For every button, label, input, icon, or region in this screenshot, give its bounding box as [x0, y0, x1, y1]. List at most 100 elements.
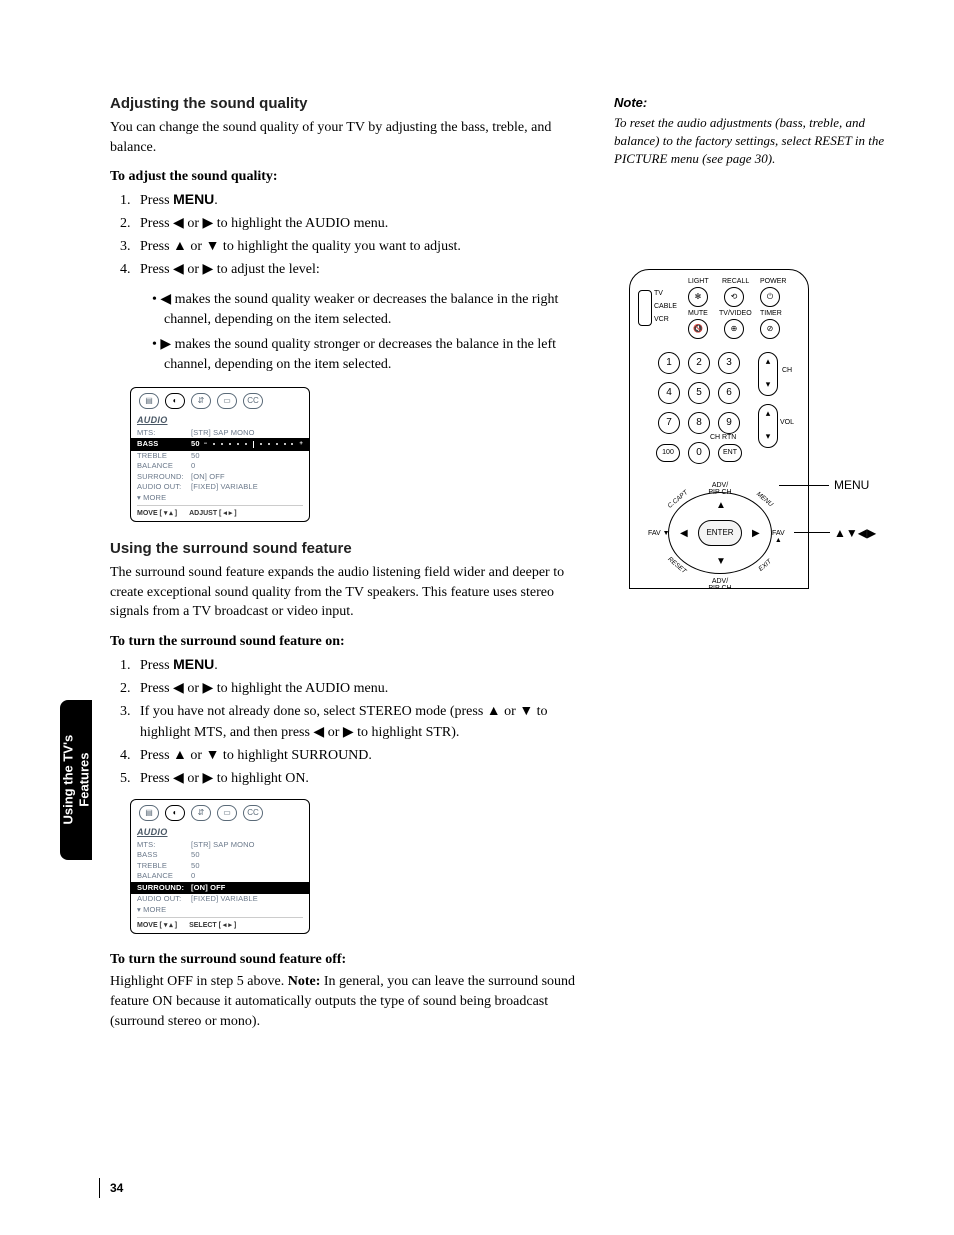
osd-icon-row: ▤ ◐ ⇵ ▭ CC: [137, 805, 303, 823]
remote-diagram: TV CABLE VCR LIGHT RECALL POWER ✻ ⟲ ⏻ MU…: [614, 269, 894, 599]
ch-rocker: ▴ ▾: [758, 352, 778, 396]
button-label: POWER: [760, 278, 786, 285]
down-arrow-icon: ▼: [716, 556, 726, 567]
num-button: 5: [688, 382, 710, 404]
ent-button: ENT: [718, 444, 742, 462]
num-button: 3: [718, 352, 740, 374]
setup-icon: ⇵: [191, 805, 211, 821]
step: Press ▲ or ▼ to highlight SURROUND.: [134, 745, 580, 766]
cc-icon: CC: [243, 805, 263, 821]
osd-row: TREBLE50: [137, 451, 303, 462]
num-button: 8: [688, 412, 710, 434]
callout-line: [794, 532, 830, 533]
page-divider: [99, 1178, 100, 1198]
power-button: ⏻: [760, 287, 780, 307]
osd-row: AUDIO OUT:[FIXED] VARIABLE: [137, 482, 303, 493]
section1-steps: Press MENU. Press ◀ or ▶ to highlight th…: [134, 189, 580, 280]
audio-icon: ◐: [165, 393, 185, 409]
section1-bullets: • ◀ makes the sound quality weaker or de…: [152, 290, 580, 374]
chapter-tab-label: Using the TV'sFeatures: [60, 735, 91, 825]
bullet: • ◀ makes the sound quality weaker or de…: [152, 290, 580, 329]
osd-row: BASS50−+: [131, 438, 309, 451]
num-button: 2: [688, 352, 710, 374]
num-button: 4: [658, 382, 680, 404]
callout-line: [779, 485, 829, 486]
step: Press ◀ or ▶ to highlight ON.: [134, 768, 580, 789]
osd-row: BALANCE0: [137, 461, 303, 472]
tvvideo-button: ⊕: [724, 319, 744, 339]
dpad-top-label: ADV/PIP CH: [705, 482, 735, 496]
osd-row: ▾ MORE: [137, 905, 303, 916]
osd-row: MTS:[STR] SAP MONO: [137, 840, 303, 851]
button-label: TIMER: [760, 310, 782, 317]
dpad: ADV/PIP CH ADV/PIP CH ▲ ▼ ◀ ▶ ENTER FAV …: [660, 488, 780, 578]
page-number: 34: [110, 1181, 123, 1195]
osd-footer: MOVE [ ▾ ▴ ] SELECT [ ◂ ▸ ]: [137, 917, 303, 929]
osd-row: TREBLE50: [137, 861, 303, 872]
timer-icon: ▭: [217, 805, 237, 821]
main-column: Adjusting the sound quality You can chan…: [110, 95, 580, 1043]
num-button: 9: [718, 412, 740, 434]
remote-body: TV CABLE VCR LIGHT RECALL POWER ✻ ⟲ ⏻ MU…: [629, 269, 809, 589]
left-arrow-icon: ◀: [680, 528, 688, 539]
bullet: • ▶ makes the sound quality stronger or …: [152, 335, 580, 374]
step: Press ▲ or ▼ to highlight the quality yo…: [134, 236, 580, 257]
step: Press ◀ or ▶ to adjust the level:: [134, 259, 580, 280]
vol-label: VOL: [780, 419, 794, 426]
osd-menu-bass: ▤ ◐ ⇵ ▭ CC AUDIO MTS:[STR] SAP MONOBASS5…: [130, 387, 310, 523]
osd-row: AUDIO OUT:[FIXED] VARIABLE: [137, 894, 303, 905]
picture-icon: ▤: [139, 393, 159, 409]
audio-icon: ◐: [165, 805, 185, 821]
step: Press ◀ or ▶ to highlight the AUDIO menu…: [134, 213, 580, 234]
menu-callout: MENU: [834, 478, 869, 492]
num-button: 6: [718, 382, 740, 404]
section2-lead2: To turn the surround sound feature off:: [110, 952, 580, 968]
recall-button: ⟲: [724, 287, 744, 307]
button-label: RECALL: [722, 278, 749, 285]
note-body: To reset the audio adjustments (bass, tr…: [614, 114, 894, 169]
button-label: TV/VIDEO: [719, 310, 752, 317]
mute-button: 🔇: [688, 319, 708, 339]
section1-intro: You can change the sound quality of your…: [110, 118, 580, 157]
osd-row: ▾ MORE: [137, 493, 303, 504]
step: Press ◀ or ▶ to highlight the AUDIO menu…: [134, 678, 580, 699]
section2-steps: Press MENU. Press ◀ or ▶ to highlight th…: [134, 654, 580, 789]
enter-button: ENTER: [698, 520, 742, 546]
side-column: Note: To reset the audio adjustments (ba…: [614, 95, 894, 599]
exit-label: EXIT: [757, 558, 773, 573]
num-button: 0: [688, 442, 710, 464]
arrows-callout: ▲▼◀▶: [834, 526, 876, 540]
dpad-bottom-label: ADV/PIP CH: [705, 578, 735, 589]
picture-icon: ▤: [139, 805, 159, 821]
section2-heading: Using the surround sound feature: [110, 540, 580, 557]
timer-button: ⊘: [760, 319, 780, 339]
num-button: 7: [658, 412, 680, 434]
note-heading: Note:: [614, 95, 894, 110]
osd-footer: MOVE [ ▾ ▴ ] ADJUST [ ◂ ▸ ]: [137, 505, 303, 517]
cc-icon: CC: [243, 393, 263, 409]
osd-title: AUDIO: [137, 827, 303, 837]
step: Press MENU.: [134, 189, 580, 211]
step: If you have not already done so, select …: [134, 701, 580, 743]
mode-switch: [638, 290, 652, 326]
button-label: LIGHT: [688, 278, 709, 285]
osd-row: SURROUND:[ON] OFF: [131, 882, 309, 895]
fav-up-label: FAV ▲: [772, 530, 785, 544]
step: Press MENU.: [134, 654, 580, 676]
osd-row: BALANCE0: [137, 871, 303, 882]
chapter-tab: Using the TV'sFeatures: [60, 700, 92, 860]
section2-lead: To turn the surround sound feature on:: [110, 634, 580, 650]
num-button: 1: [658, 352, 680, 374]
mode-label: CABLE: [654, 303, 677, 310]
section1-lead: To adjust the sound quality:: [110, 169, 580, 185]
osd-row: BASS50: [137, 850, 303, 861]
osd-row: SURROUND:[ON] OFF: [137, 472, 303, 483]
timer-icon: ▭: [217, 393, 237, 409]
osd-menu-surround: ▤ ◐ ⇵ ▭ CC AUDIO MTS:[STR] SAP MONOBASS5…: [130, 799, 310, 935]
section2-intro: The surround sound feature expands the a…: [110, 563, 580, 622]
vol-rocker: ▴ ▾: [758, 404, 778, 448]
osd-title: AUDIO: [137, 415, 303, 425]
chrtn-label: CH RTN: [710, 434, 736, 441]
light-button: ✻: [688, 287, 708, 307]
right-arrow-icon: ▶: [752, 528, 760, 539]
